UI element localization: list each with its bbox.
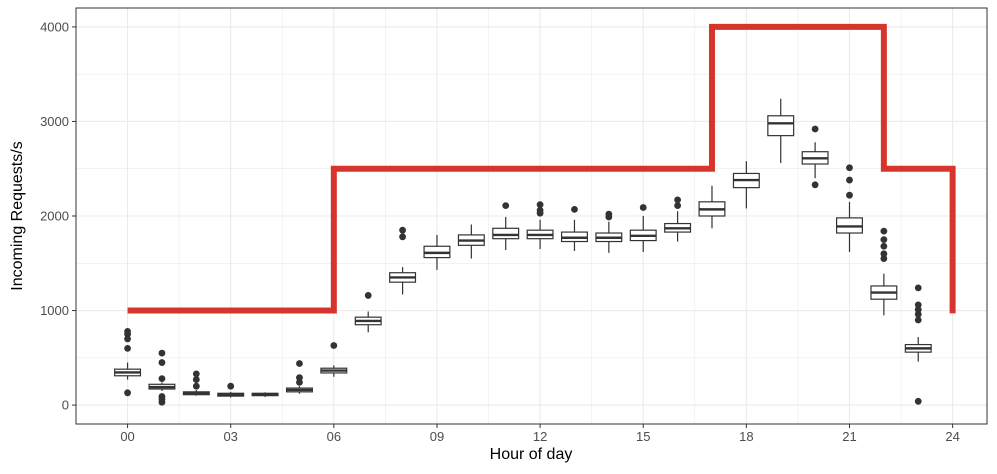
iqr-box xyxy=(492,227,520,240)
box-hour-21 xyxy=(835,164,863,252)
box-hour-10 xyxy=(457,224,485,259)
outlier-point xyxy=(880,227,888,235)
box-hour-14 xyxy=(595,210,623,253)
box-hour-23 xyxy=(904,284,932,405)
outlier-point xyxy=(880,255,888,262)
iqr-box xyxy=(767,115,795,137)
outlier-point xyxy=(399,233,406,241)
box-hour-12 xyxy=(526,201,554,250)
outlier-point xyxy=(192,382,200,390)
box-hour-8 xyxy=(389,226,417,295)
box-hour-2 xyxy=(182,370,210,396)
outlier-point xyxy=(158,349,166,357)
outlier-point xyxy=(605,210,613,218)
y-tick-label: 4000 xyxy=(40,19,69,34)
outlier-point xyxy=(846,191,853,199)
outlier-point xyxy=(914,397,922,405)
outlier-point xyxy=(227,382,235,390)
x-axis: 00 03 06 09 12 15 18 21 24 xyxy=(120,424,960,444)
box-hour-18 xyxy=(732,161,760,209)
box-hour-13 xyxy=(560,205,588,251)
outlier-point xyxy=(536,206,544,214)
y-tick-label: 1000 xyxy=(40,303,69,318)
box-hour-22 xyxy=(870,227,898,316)
y-tick-label: 0 xyxy=(62,398,69,413)
box-hour-6 xyxy=(320,342,348,377)
outlier-point xyxy=(330,342,338,349)
box-hour-7 xyxy=(354,292,382,333)
outlier-point xyxy=(192,370,200,378)
outlier-point xyxy=(158,359,166,366)
box-series xyxy=(114,98,932,406)
box-hour-15 xyxy=(629,204,657,252)
outlier-point xyxy=(571,205,578,213)
y-axis-title: Incoming Requests/s xyxy=(9,141,26,290)
box-hour-19 xyxy=(767,98,795,164)
box-hour-11 xyxy=(492,202,520,251)
outlier-point xyxy=(880,250,888,258)
outlier-point xyxy=(674,196,682,204)
outlier-point xyxy=(880,242,888,250)
box-hour-4 xyxy=(251,392,279,398)
x-tick-label: 24 xyxy=(945,429,959,444)
outlier-point xyxy=(846,176,853,184)
x-tick-label: 09 xyxy=(430,429,444,444)
box-hour-3 xyxy=(217,382,245,398)
x-tick-label: 03 xyxy=(223,429,237,444)
outlier-point xyxy=(502,202,510,210)
box-hour-9 xyxy=(423,234,451,270)
outlier-point xyxy=(399,226,406,234)
outlier-point xyxy=(536,201,544,209)
outlier-point xyxy=(124,335,131,343)
capacity-line-layer xyxy=(127,23,956,314)
outlier-point xyxy=(124,327,131,335)
outlier-point xyxy=(124,344,131,352)
y-axis: 0 1000 2000 3000 4000 xyxy=(40,19,76,413)
x-tick-label: 18 xyxy=(739,429,753,444)
outlier-point xyxy=(914,301,922,309)
outlier-point xyxy=(811,181,819,189)
capacity-line xyxy=(127,23,956,314)
outlier-point xyxy=(639,204,647,211)
outlier-point xyxy=(296,374,303,382)
x-axis-title: Hour of day xyxy=(490,446,573,463)
box-hour-1 xyxy=(148,349,176,406)
x-tick-label: 12 xyxy=(533,429,547,444)
outlier-point xyxy=(914,316,922,324)
box-hour-16 xyxy=(664,196,692,242)
box-hour-17 xyxy=(698,185,726,229)
outlier-point xyxy=(914,284,922,292)
outlier-point xyxy=(158,393,166,400)
y-tick-label: 3000 xyxy=(40,114,69,129)
outlier-point xyxy=(914,310,922,318)
outlier-point xyxy=(364,292,372,299)
x-tick-label: 15 xyxy=(636,429,650,444)
outlier-point xyxy=(158,375,166,383)
outlier-point xyxy=(846,164,853,172)
x-tick-label: 06 xyxy=(327,429,341,444)
outlier-point xyxy=(914,306,922,313)
outlier-point xyxy=(296,379,303,386)
box-hour-0 xyxy=(114,327,142,397)
box-hour-5 xyxy=(285,360,313,394)
plot-panel xyxy=(75,7,988,425)
outlier-point xyxy=(296,360,303,367)
outlier-point xyxy=(811,125,819,133)
outlier-point xyxy=(124,389,131,397)
outlier-point xyxy=(880,236,888,244)
x-tick-label: 00 xyxy=(120,429,134,444)
outlier-point xyxy=(674,202,682,210)
outlier-point xyxy=(192,376,200,383)
x-tick-label: 21 xyxy=(842,429,856,444)
y-tick-label: 2000 xyxy=(40,209,69,224)
box-hour-20 xyxy=(801,125,829,189)
